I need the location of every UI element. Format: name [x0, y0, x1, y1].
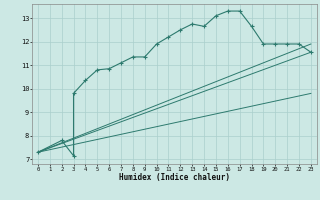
X-axis label: Humidex (Indice chaleur): Humidex (Indice chaleur) [119, 173, 230, 182]
